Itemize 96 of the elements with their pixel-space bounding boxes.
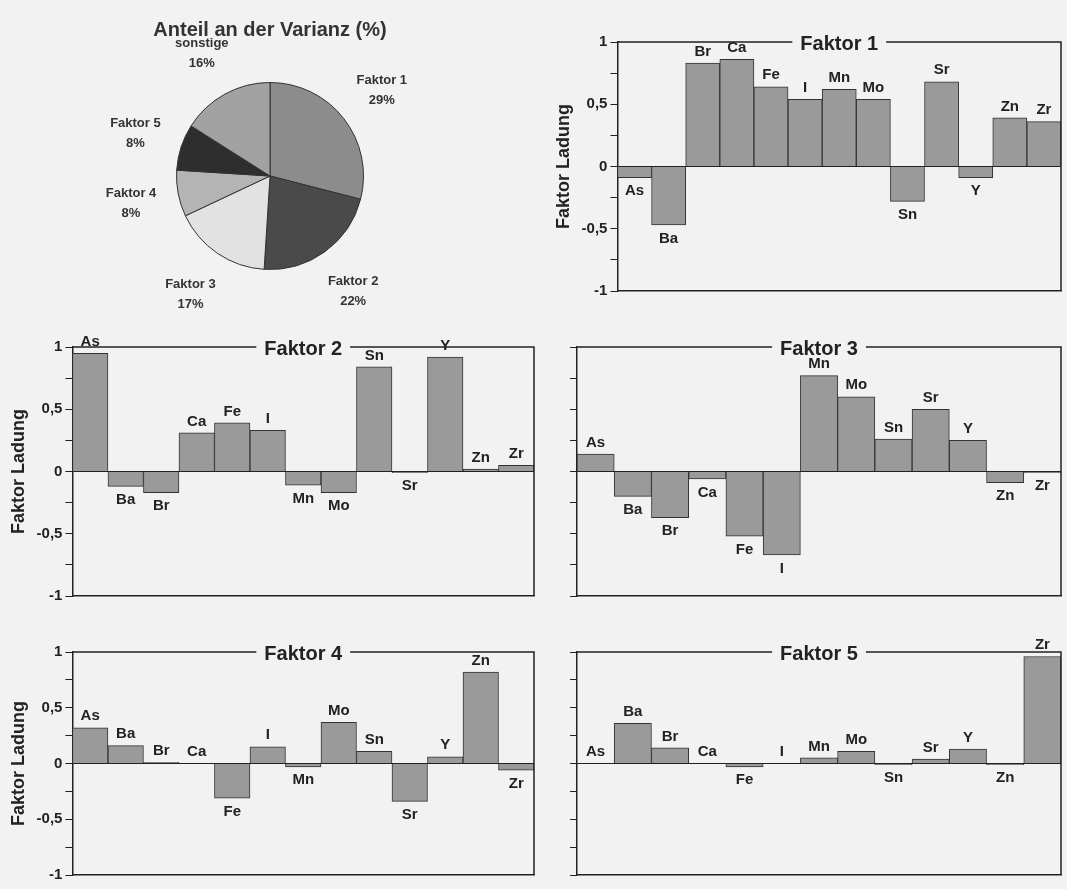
y-tick-label: 0,5 [41, 399, 63, 417]
data-label: 22% [340, 293, 367, 309]
y-tick-label: 0,5 [586, 94, 608, 112]
x-tick-label: Zn [995, 486, 1015, 504]
y-tick-label: 1 [54, 337, 63, 355]
x-tick-label: Sn [883, 768, 904, 786]
x-tick-label: Ba [623, 500, 644, 518]
x-tick-label: I [779, 558, 784, 576]
y-tick-label: 1 [54, 642, 63, 660]
x-tick-label: Br [152, 496, 170, 514]
x-tick-label: Sn [364, 729, 384, 747]
x-tick-label: Ba [659, 228, 679, 246]
x-tick-label: Mn [292, 770, 315, 788]
x-tick-label: As [586, 742, 606, 760]
x-tick-label: Sn [364, 345, 384, 363]
data-label: 29% [368, 91, 396, 107]
x-tick-label: Fe [735, 770, 754, 788]
x-tick-label: Br [661, 726, 679, 744]
y-tick-label: -1 [49, 586, 63, 604]
x-tick-label: Mn [292, 488, 315, 506]
x-tick-label: Sn [883, 417, 904, 435]
x-tick-label: Zr [508, 443, 524, 461]
x-tick-label: Ba [116, 724, 136, 742]
x-tick-label: Zr [1034, 635, 1051, 653]
chart-title: Faktor 5 [780, 641, 858, 664]
y-tick-label: 0 [54, 753, 63, 771]
x-tick-label: I [265, 409, 270, 427]
x-tick-label: Y [440, 735, 451, 753]
y-axis-title: Faktor Ladung [7, 701, 28, 826]
y-tick-label: -1 [49, 865, 63, 883]
x-tick-label: Sn [897, 205, 918, 222]
x-tick-label: Mn [808, 736, 830, 754]
x-tick-label: Fe [223, 401, 241, 419]
x-tick-label: As [624, 181, 645, 199]
x-tick-label: Mo [845, 375, 868, 393]
data-label: 16% [188, 54, 216, 70]
slice-label: Faktor 2 [327, 273, 379, 289]
x-tick-label: Sr [922, 737, 939, 755]
chart-title: Faktor 2 [264, 336, 343, 359]
y-tick-label: -0,5 [581, 218, 608, 236]
x-tick-label: Br [661, 521, 679, 539]
x-tick-label: Zn [1000, 96, 1019, 114]
x-tick-label: I [803, 77, 808, 95]
x-tick-label: Fe [762, 65, 780, 83]
data-label: 8% [121, 205, 141, 221]
y-tick-label: 0 [54, 461, 63, 479]
slice-label: Faktor 5 [110, 114, 161, 130]
x-tick-label: Ca [187, 411, 207, 429]
x-tick-label: Y [962, 727, 973, 745]
x-tick-label: Zn [471, 447, 490, 465]
x-tick-label: I [265, 725, 270, 743]
x-tick-label: Mo [862, 77, 885, 95]
y-tick-label: 0 [599, 156, 608, 174]
x-tick-label: Zn [471, 650, 490, 668]
y-axis-title: Faktor Ladung [552, 104, 573, 229]
y-tick-label: -0,5 [36, 523, 63, 541]
x-tick-label: Sr [922, 387, 939, 405]
x-tick-label: Sr [401, 805, 418, 823]
x-tick-label: Ca [697, 482, 718, 500]
x-tick-label: Br [694, 41, 712, 59]
x-tick-label: Zn [995, 768, 1015, 786]
slice-label: Faktor 1 [356, 71, 408, 87]
x-tick-label: Mo [845, 729, 868, 747]
data-label: 17% [177, 295, 204, 311]
x-tick-label: Mn [828, 67, 851, 85]
x-tick-label: Fe [223, 801, 241, 819]
x-tick-label: Mo [327, 496, 350, 514]
x-tick-label: As [586, 432, 606, 450]
x-tick-label: Br [152, 741, 170, 759]
y-tick-label: 1 [599, 32, 608, 50]
data-label: 8% [126, 134, 146, 150]
x-tick-label: Sr [933, 60, 950, 78]
x-tick-label: Ca [187, 742, 207, 760]
x-tick-label: Zr [1036, 100, 1052, 118]
y-tick-label: -0,5 [36, 809, 63, 827]
chart-title: Faktor 4 [264, 641, 343, 664]
chart-title: Faktor 1 [800, 31, 879, 54]
x-tick-label: Zr [1034, 476, 1051, 494]
x-tick-label: Fe [735, 539, 754, 557]
x-tick-label: Ba [116, 490, 136, 508]
x-tick-label: Y [970, 181, 981, 199]
slice-label: Faktor 4 [105, 185, 158, 201]
x-tick-label: As [80, 706, 100, 724]
x-tick-label: I [779, 742, 784, 760]
y-tick-label: -1 [594, 281, 608, 299]
x-tick-label: Sr [401, 476, 418, 494]
x-tick-label: Ca [697, 742, 718, 760]
y-tick-label: 0,5 [41, 697, 63, 715]
x-tick-label: Ca [727, 38, 748, 56]
slice-label: Faktor 3 [165, 275, 216, 291]
y-axis-title: Faktor Ladung [7, 409, 28, 534]
x-tick-label: Zr [508, 773, 524, 791]
x-tick-label: Mo [327, 700, 350, 718]
x-tick-label: Ba [623, 702, 644, 719]
x-tick-label: As [80, 331, 100, 349]
x-tick-label: Y [962, 419, 973, 437]
